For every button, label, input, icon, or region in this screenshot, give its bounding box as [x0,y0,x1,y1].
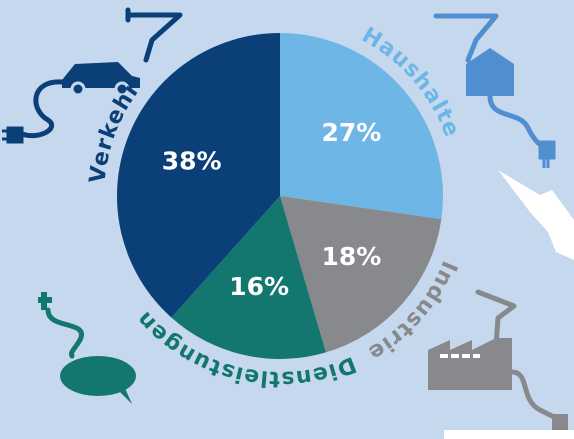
value-label: 16% [229,272,289,301]
car-icon [2,7,183,144]
factory-icon [428,289,568,430]
house-icon [433,13,556,168]
pie-slice [171,196,326,359]
value-label: 18% [322,242,382,271]
pie-slice [280,196,442,353]
pie-slice [116,33,280,318]
value-label: 27% [322,118,382,147]
fuel-nozzle-icon [498,170,574,260]
corner-strip [444,430,574,439]
pie-slice [280,33,443,220]
value-label: 38% [162,146,222,175]
speech-bubble-icon [38,292,136,404]
